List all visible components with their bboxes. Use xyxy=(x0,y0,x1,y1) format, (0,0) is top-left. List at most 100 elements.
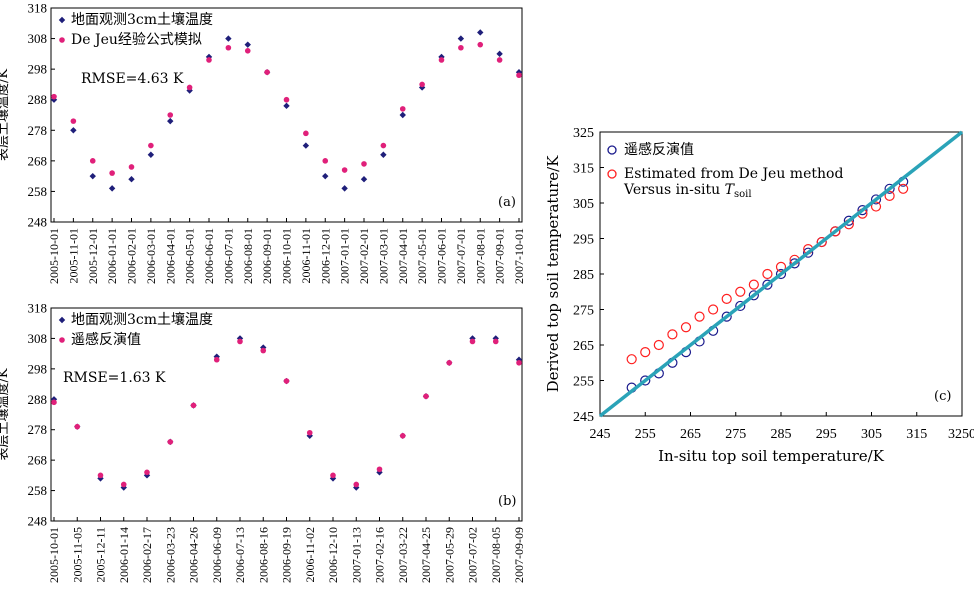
data-point xyxy=(108,185,116,192)
x-tick-label: 255 xyxy=(635,427,656,442)
data-point xyxy=(144,469,150,476)
data-point xyxy=(870,194,882,205)
x-tick-label: 2007-06-01 xyxy=(435,228,449,284)
data-point xyxy=(51,399,57,406)
panel-label: (c) xyxy=(934,389,951,404)
y-tick-label: 325 xyxy=(573,126,594,141)
panel-0: 248 258 268 278 288 298 308 318 2005-10-01 2005-1… xyxy=(0,1,526,285)
data-point xyxy=(205,53,213,61)
data-point xyxy=(206,57,212,63)
x-tick-label: 2006-06-01 xyxy=(202,228,216,284)
data-point xyxy=(748,290,759,301)
legend-marker xyxy=(58,16,66,24)
x-tick-label: 295 xyxy=(816,427,837,442)
data-point xyxy=(167,439,174,445)
data-point xyxy=(167,117,174,125)
x-tick-label: 2006-12-10 xyxy=(326,527,340,583)
y-tick-label: 268 xyxy=(28,153,48,168)
data-point xyxy=(477,41,484,48)
y-tick-label: 268 xyxy=(28,453,48,468)
data-point xyxy=(264,69,270,75)
data-point xyxy=(70,118,77,124)
data-point xyxy=(237,338,243,345)
x-tick-label: 2007-04-25 xyxy=(419,527,433,583)
x-tick-label: 2005-12-01 xyxy=(86,228,100,284)
x-tick-label: 2007-04-01 xyxy=(396,228,410,284)
y-tick-label: 248 xyxy=(28,514,48,529)
data-point xyxy=(89,172,96,180)
data-point xyxy=(353,481,360,488)
data-point xyxy=(399,433,406,439)
data-point xyxy=(380,142,387,149)
data-point xyxy=(680,322,692,333)
legend-label: 遥感反演值 xyxy=(624,141,694,158)
data-point xyxy=(870,201,882,212)
x-tick-label: 2006-03-23 xyxy=(163,527,177,583)
legend-label: 地面观测3cm土壤温度 xyxy=(71,11,213,28)
data-point xyxy=(446,359,453,366)
x-tick-label: 245 xyxy=(590,427,611,442)
x-tick-label: 2006-09-01 xyxy=(260,228,274,284)
x-tick-label: 2006-01-14 xyxy=(117,527,131,583)
data-point xyxy=(492,338,499,345)
data-point xyxy=(167,112,174,118)
x-tick-label: 2006-05-01 xyxy=(183,228,197,284)
data-point xyxy=(898,183,909,194)
data-point xyxy=(236,335,244,342)
x-tick-label: 2005-10-01 xyxy=(47,228,61,284)
y-tick-label: 288 xyxy=(28,92,48,107)
x-tick-label: 2007-01-01 xyxy=(338,228,352,284)
data-point xyxy=(762,279,773,290)
data-point xyxy=(516,72,522,79)
data-point xyxy=(50,96,58,103)
data-point xyxy=(330,472,336,479)
x-tick-label: 2007-10-01 xyxy=(512,228,526,284)
data-point xyxy=(283,378,290,384)
y-tick-label: 295 xyxy=(573,233,594,248)
data-point xyxy=(496,50,503,58)
x-tick-label: 2007-09-09 xyxy=(512,527,526,583)
x-tick-label: 2006-02-01 xyxy=(125,228,139,284)
data-point xyxy=(457,35,465,42)
data-point xyxy=(361,161,367,167)
data-point xyxy=(143,472,151,479)
data-point xyxy=(735,286,746,297)
data-point xyxy=(147,151,155,158)
rmse-annotation: RMSE=1.63 K xyxy=(63,370,166,386)
panel-label: (b) xyxy=(498,494,516,509)
data-point xyxy=(423,393,429,400)
data-point xyxy=(735,300,746,312)
data-point xyxy=(360,176,368,183)
x-tick-label: 2007-01-13 xyxy=(349,527,363,583)
data-point xyxy=(120,481,127,488)
x-tick-label: 2006-12-01 xyxy=(318,228,332,284)
data-point xyxy=(399,111,406,119)
data-point xyxy=(884,183,895,194)
y-tick-label: 298 xyxy=(28,62,48,77)
data-point xyxy=(51,93,57,100)
x-tick-label: 2006-07-01 xyxy=(221,228,235,284)
panel-c: 245 255 265 275 285 295 305 315 325 245 255 265 275 2… xyxy=(544,126,974,465)
y-tick-label: 275 xyxy=(573,304,594,319)
data-point xyxy=(516,359,522,366)
y-tick-label: 278 xyxy=(28,123,48,138)
y-tick-label: 305 xyxy=(573,197,594,212)
x-tick-label: 2006-11-02 xyxy=(303,527,317,583)
legend-marker xyxy=(59,337,65,343)
data-point xyxy=(775,261,787,272)
y-tick-label: 318 xyxy=(28,301,48,316)
panel-label: (a) xyxy=(498,195,516,210)
data-point xyxy=(109,170,115,176)
x-tick-label: 2006-11-01 xyxy=(299,228,313,284)
x-tick-label: 3250 xyxy=(948,427,974,442)
data-point xyxy=(322,172,329,180)
data-point xyxy=(225,44,232,51)
x-tick-label: 2007-02-01 xyxy=(357,228,371,284)
series-0 xyxy=(50,29,523,192)
data-point xyxy=(341,167,348,173)
x-axis-label: In-situ top soil temperature/K xyxy=(658,447,885,465)
data-point xyxy=(244,41,251,48)
data-point xyxy=(306,429,313,436)
y-tick-label: 255 xyxy=(573,375,594,390)
